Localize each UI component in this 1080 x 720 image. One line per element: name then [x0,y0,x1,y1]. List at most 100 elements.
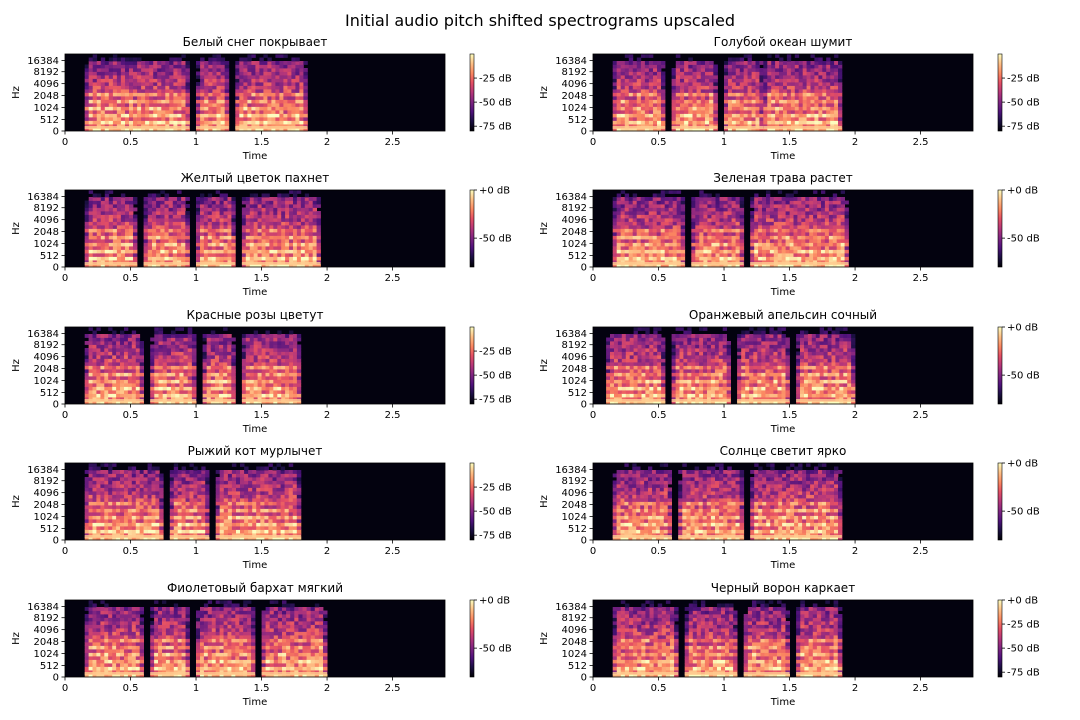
spectrogram-cell [125,221,130,226]
spectrogram-cell [676,253,682,257]
spectrogram-cell [703,235,708,240]
spectrogram-cell [648,214,654,219]
spectrogram-cell [758,249,763,254]
spectrogram-cell [215,246,220,250]
spectrogram-cell [817,235,822,240]
spectrogram-cell [773,253,779,257]
spectrogram-cell [116,82,122,86]
spectrogram-cell [640,235,646,240]
spectrogram-cell [661,64,666,69]
spectrogram-cell [657,127,662,132]
spectrogram-cell [785,256,790,261]
spectrogram-cell [283,113,288,118]
spectrogram-cell [814,92,819,97]
spectrogram-cell [660,249,666,254]
spectrogram-cell [676,256,682,261]
spectrogram-cell [227,256,232,261]
spectrogram-cell [709,82,714,86]
spectrogram-cell [727,249,732,254]
spectrogram-cell [100,92,106,97]
spectrogram-cell [239,99,244,104]
spectrogram-cell [88,61,94,65]
spectrogram-cell [96,372,101,377]
spectrogram-cell [241,197,247,201]
spectrogram-cell [675,71,681,76]
spectrogram-cell [216,75,221,79]
spectrogram-cell [207,225,213,229]
spectrogram-cell [215,225,220,229]
spectrogram-cell [243,92,248,97]
x-tick-label: 0.5 [123,273,139,284]
spectrogram-cell [644,200,650,205]
spectrogram-cell [832,225,838,229]
spectrogram-cell [120,117,126,121]
spectrogram-cell [149,78,154,83]
spectrogram-cell [628,68,634,72]
spectrogram-cell [304,204,310,208]
spectrogram-cell [283,61,288,65]
spectrogram-cell [648,78,654,83]
spectrogram-cell [769,225,775,229]
spectrogram-cell [104,200,110,205]
spectrogram-cell [644,207,650,212]
spectrogram-cell [133,61,138,65]
spectrogram-cell [216,78,221,83]
spectrogram-cell [108,253,114,257]
spectrogram-cell [145,106,150,111]
spectrogram-cell [166,358,172,363]
spectrogram-cell [124,362,129,366]
spectrogram-cell [269,246,274,250]
spectrogram-cell [223,263,228,268]
spectrogram-cell [251,89,256,93]
spectrogram-cell [245,211,251,215]
spectrogram-cell [715,218,720,222]
spectrogram-cell [636,103,642,107]
spectrogram-cell [830,64,835,69]
spectrogram-cell [200,96,205,100]
spectrogram-cell [239,103,244,107]
spectrogram-cell [291,71,296,76]
spectrogram-cell [133,127,138,132]
spectrogram-cell [88,57,94,62]
spectrogram-cell [779,71,784,76]
spectrogram-cell [247,64,252,69]
spectrogram-cell [766,190,771,194]
spectrogram-cell [636,71,642,76]
spectrogram-cell [200,232,205,236]
spectrogram-cell [316,253,321,257]
spectrogram-cell [755,78,760,83]
spectrogram-cell [739,249,745,254]
spectrogram-cell [241,253,247,257]
spectrogram-cell [154,334,159,338]
spectrogram-cell [141,113,146,118]
spectrogram-cell [185,221,190,226]
spectrogram-cell [834,92,839,97]
spectrogram-cell [696,82,702,86]
spectrogram-cell [692,89,698,93]
spectrogram-cell [789,221,794,226]
spectrogram-cell [624,78,630,83]
spectrogram-cell [817,204,822,208]
spectrogram-cell [640,228,646,233]
spectrogram-cell [724,110,729,114]
spectrogram-cell [779,61,784,65]
spectrogram-cell [88,355,93,359]
spectrogram-cell [762,235,767,240]
spectrogram-cell [715,193,720,198]
spectrogram-cell [100,260,106,264]
spectrogram-cell [616,228,622,233]
spectrogram-cell [150,390,155,394]
spectrogram-cell [108,362,113,366]
spectrogram-cell [798,71,803,76]
spectrogram-cell [162,379,168,384]
spectrogram-cell [249,260,255,264]
spectrogram-cell [713,120,718,125]
spectrogram-cell [285,207,290,212]
spectrogram-cell [762,263,767,268]
spectrogram-cell [124,393,129,398]
spectrogram-cell [261,214,266,219]
spectrogram-cell [108,376,113,380]
spectrogram-cell [628,120,634,125]
spectrogram-cell [802,117,807,121]
spectrogram-cell [652,197,658,201]
